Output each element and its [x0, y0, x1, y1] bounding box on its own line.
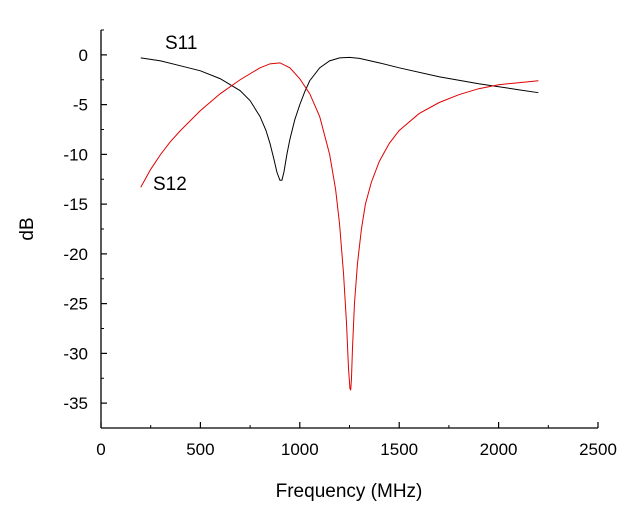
- x-tick-label-3: 1500: [380, 440, 418, 459]
- y-tick-label-4: -20: [63, 245, 88, 264]
- x-tick-label-5: 2500: [579, 440, 617, 459]
- series-line-s12: [140, 62, 539, 391]
- y-tick-label-5: -25: [63, 295, 88, 314]
- x-tick-label-1: 500: [186, 440, 214, 459]
- y-tick-label-0: 0: [79, 46, 88, 65]
- y-tick-label-7: -35: [63, 394, 88, 413]
- y-tick-label-2: -10: [63, 145, 88, 164]
- plot-area: [100, 30, 598, 429]
- series-label-s11: S11: [165, 33, 197, 54]
- y-tick-label-1: -5: [73, 96, 88, 115]
- x-tick-label-2: 1000: [281, 440, 319, 459]
- y-axis-ticks: 0 -5 -10 -15 -20 -25 -30 -35: [63, 29, 107, 429]
- x-tick-label-0: 0: [96, 440, 105, 459]
- series-line-s11: [140, 56, 539, 181]
- x-tick-label-4: 2000: [480, 440, 518, 459]
- series-label-s12: S12: [153, 174, 187, 195]
- y-tick-label-6: -30: [63, 344, 88, 363]
- series-group: [140, 56, 539, 391]
- x-axis-ticks: 0 500 1000 1500 2000 2500: [96, 422, 617, 459]
- y-tick-label-3: -15: [63, 195, 88, 214]
- y-axis-title: dB: [17, 217, 38, 240]
- x-axis-title: Frequency (MHz): [276, 481, 423, 502]
